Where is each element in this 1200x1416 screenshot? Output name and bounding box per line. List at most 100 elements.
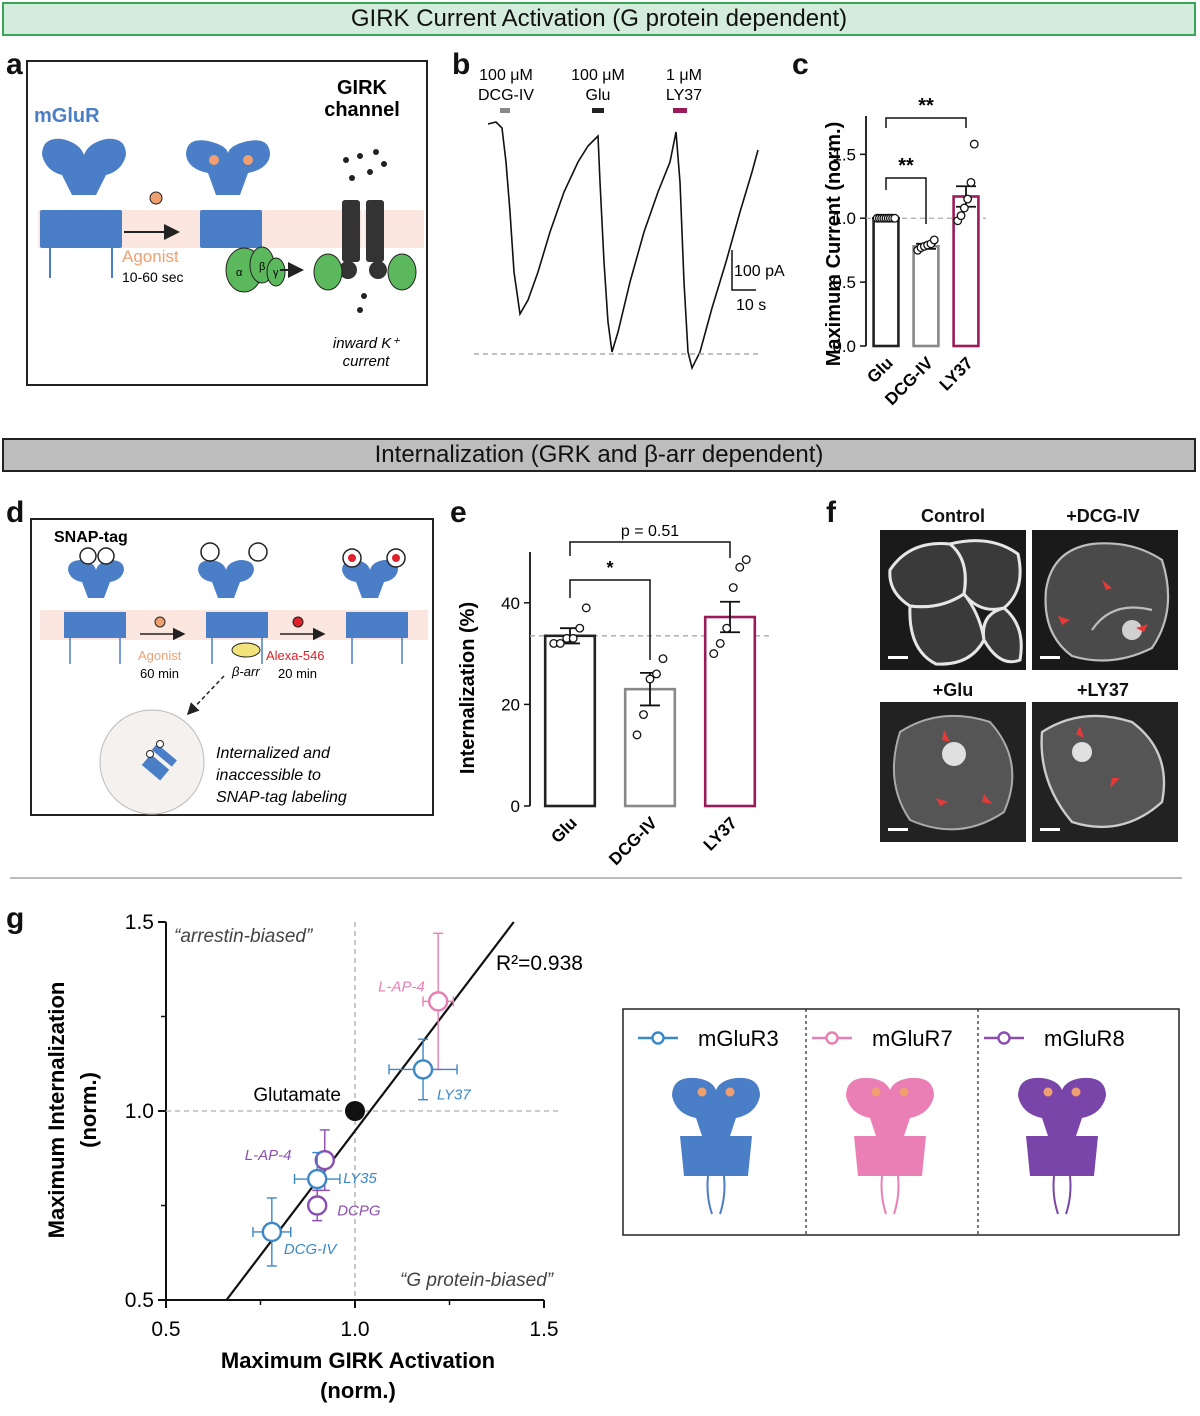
- point-mglur8-dcpg: [307, 1195, 328, 1216]
- panel-c-point: [969, 139, 979, 149]
- current-trace-line: [487, 121, 759, 371]
- panel-e-point: [652, 669, 661, 679]
- panel-e-bar-ly37: [703, 615, 757, 808]
- drug-3-conc: 1 μM: [666, 67, 702, 84]
- legend-mglur3-receptor-tail: [706, 1175, 726, 1215]
- legend-mglur7-receptor-tail: [880, 1175, 900, 1215]
- panel-e-point: [575, 623, 585, 633]
- legend-mglur8-receptor-tail: [1052, 1175, 1072, 1215]
- panel-g-xlabel-1: Maximum GIRK Activation: [221, 1348, 495, 1373]
- point-mglur7-l-ap-4: [427, 991, 449, 1012]
- panel-e-point: [632, 730, 642, 740]
- panel-e-ylabel: Internalization (%): [457, 602, 479, 774]
- agonist-time: 10-60 sec: [122, 269, 183, 285]
- inward-current-label-1: inward K⁺: [333, 335, 400, 352]
- drug-1-bar: [500, 108, 510, 113]
- panel-e-xtick-dcg-iv: DCG-IV: [605, 813, 661, 866]
- scale-current: 100 pA: [734, 263, 785, 280]
- panel-e-sig-label: *: [606, 558, 613, 578]
- banner-internalization: Internalization (GRK and β-arr dependent…: [2, 438, 1196, 472]
- mglur-receptor-icon: [40, 138, 126, 248]
- panel-letter-e: e: [450, 496, 467, 529]
- legend-mglur3-marker: [651, 1031, 665, 1045]
- panel-e-point: [555, 638, 565, 648]
- legend-mglur7-label: mGluR7: [872, 1026, 953, 1051]
- panel-e-point: [645, 674, 655, 684]
- subunit-gamma: γ: [273, 267, 279, 279]
- panel-g-ylabel-2: (norm.): [76, 1072, 101, 1148]
- panel-g-xlabel-2: (norm.): [320, 1378, 396, 1403]
- panel-c-xtick-ly37: LY37: [936, 353, 977, 394]
- legend-mglur7-ligand: [899, 1087, 909, 1097]
- quadrant-arrestin: “arrestin-biased”: [174, 926, 314, 947]
- drug-1-conc: 100 μM: [479, 67, 533, 84]
- point-mglur3-ly37: [412, 1059, 434, 1080]
- panel-e-point: [581, 603, 591, 613]
- micrograph-title-ly37: +LY37: [1077, 680, 1129, 700]
- panel-g-scatter: Maximum Internalization (norm.) Maximum …: [44, 911, 583, 1403]
- panel-c-point: [966, 177, 976, 187]
- legend-mglur3-ligand: [697, 1087, 707, 1097]
- girk-label-1: GIRK: [337, 77, 388, 99]
- legend-mglur3-ligand: [725, 1087, 735, 1097]
- point-mglur3-ly37-label: LY37: [437, 1086, 471, 1103]
- legend-mglur8-label: mGluR8: [1044, 1026, 1125, 1051]
- active-receptor-icon: [186, 140, 270, 248]
- dye-time: 20 min: [278, 666, 317, 681]
- inward-current-label-2: current: [343, 353, 391, 370]
- micrograph-title-control: Control: [921, 506, 985, 526]
- agonist-dot-d: [154, 616, 166, 628]
- micrograph-title-glu: +Glu: [932, 680, 974, 700]
- panel-a-schematic: mGluR Agonist 10-60 sec α β γ GIRK chann…: [26, 60, 428, 386]
- panel-e-bar-chart: Internalization (%) 0 20 40 Glu DCG-IV LY37 * p…: [457, 523, 770, 866]
- drug-1-name: DCG-IV: [478, 87, 534, 104]
- subunit-beta: β: [259, 261, 265, 273]
- panel-e-xtick-ly37: LY37: [700, 813, 741, 854]
- mglur-label: mGluR: [34, 105, 100, 127]
- banner-girk-activation: GIRK Current Activation (G protein depen…: [2, 2, 1196, 36]
- micrograph-title-dcg: +DCG-IV: [1066, 506, 1140, 526]
- scale-bar: [731, 250, 756, 291]
- panel-g-ytick-label: 1.5: [125, 911, 154, 934]
- panel-c-ytick-label: 1.0: [832, 209, 856, 228]
- panel-e-ytick-label: 0: [511, 797, 520, 816]
- dye-label: Alexa-546: [266, 648, 325, 663]
- snap-receptor-3: [342, 560, 398, 598]
- panel-e-point: [568, 633, 578, 643]
- panel-c-ytick-label: 0.0: [832, 337, 856, 356]
- panel-e-point: [658, 654, 668, 664]
- panel-c-ytick-label: 1.5: [832, 145, 856, 164]
- panel-e-point: [728, 583, 738, 593]
- panel-e-point: [715, 638, 725, 648]
- agonist-icon: [149, 191, 163, 205]
- arrestin-icon: [231, 642, 261, 658]
- dye-dot: [292, 616, 304, 628]
- point-mglur3-dcg-iv-label: DCG-IV: [284, 1241, 338, 1258]
- snap-tag-circles: [79, 542, 406, 568]
- r-squared-label: R²=0.938: [496, 952, 583, 975]
- subunit-alpha: α: [236, 267, 243, 279]
- drug-2-conc: 100 μM: [571, 67, 625, 84]
- quadrant-gprotein: “G protein-biased”: [400, 1270, 555, 1291]
- scale-time: 10 s: [736, 297, 766, 314]
- panel-e-ytick-label: 20: [501, 695, 520, 714]
- legend-mglur7-receptor-head: [846, 1077, 934, 1142]
- agonist-label-d: Agonist: [138, 648, 182, 663]
- panel-c-bar-chart: Maximum Current (norm.) 0.00.51.01.5GluD…: [823, 95, 986, 409]
- panel-c-xtick-glu: Glu: [863, 353, 896, 386]
- panel-g-xtick-label: 0.5: [151, 1318, 180, 1341]
- panel-letter-b: b: [452, 48, 471, 81]
- agonist-time-d: 60 min: [140, 666, 179, 681]
- panel-e-point: [735, 562, 745, 572]
- section-separator: [10, 877, 1182, 879]
- legend-mglur8-marker: [997, 1031, 1011, 1045]
- legend-mglur3-receptor-head: [672, 1077, 760, 1142]
- glutamate-point: [345, 1101, 365, 1121]
- panel-letter-a: a: [6, 48, 23, 81]
- panel-e-sig-bracket: [569, 579, 651, 660]
- snap-receptor-1: [68, 560, 124, 598]
- point-mglur3-ly35: [307, 1168, 328, 1190]
- arrestin-label: β-arr: [231, 664, 260, 679]
- drug-3-name: LY37: [666, 87, 702, 104]
- panel-c-sig-bracket: [885, 177, 927, 224]
